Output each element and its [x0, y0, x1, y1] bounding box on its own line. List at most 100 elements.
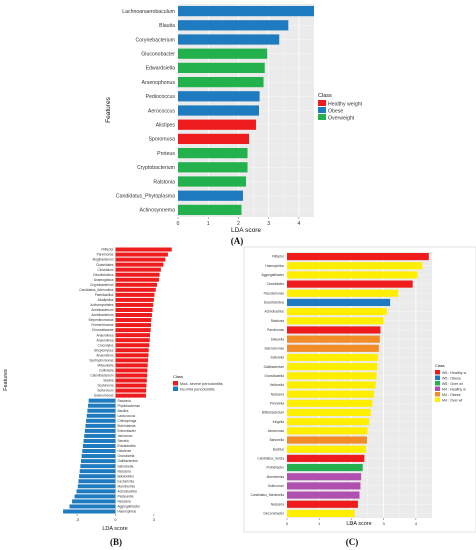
- category-label: Filifactor: [272, 255, 285, 259]
- bar: [115, 383, 147, 388]
- category-label: Alistipes: [156, 123, 176, 129]
- category-label: Clostridium: [98, 268, 114, 272]
- category-label: Mogibacterium: [93, 258, 114, 262]
- category-label: Aerococcus: [148, 108, 176, 114]
- bar: [178, 119, 256, 130]
- bar: [287, 317, 384, 325]
- bar: [287, 271, 418, 279]
- category-label: Actinosynnema: [140, 208, 176, 214]
- bar: [115, 302, 154, 307]
- bar: [287, 262, 423, 270]
- x-tick-label: 3: [153, 517, 156, 522]
- category-label: Ralstonia: [153, 179, 175, 185]
- bar: [80, 464, 116, 469]
- bar: [287, 427, 368, 435]
- legend-entry: M4 : Healthy w: [442, 387, 466, 391]
- bar: [115, 277, 159, 282]
- category-label: Blautia: [159, 23, 175, 29]
- category-label: Serratia: [118, 439, 129, 443]
- bar: [178, 91, 260, 102]
- bar: [115, 388, 147, 393]
- bar: [79, 469, 116, 474]
- category-label: Cryptobacterium: [137, 165, 175, 171]
- bar: [115, 257, 166, 262]
- bar: [178, 62, 265, 74]
- bar: [69, 504, 116, 509]
- x-tick-label: 3: [383, 521, 386, 526]
- x-tick-label: 2: [237, 221, 240, 227]
- category-label: Arsenophonus: [142, 80, 176, 86]
- category-label: Scytonema: [98, 384, 114, 388]
- bar: [84, 428, 116, 433]
- category-label: Proteus: [157, 151, 175, 157]
- category-label: Haloferax: [118, 449, 132, 453]
- category-label: Sulfurovum: [268, 484, 284, 488]
- category-label: Crocodylus: [98, 343, 114, 347]
- bar: [88, 398, 116, 403]
- category-label: Gluconobacter: [141, 52, 175, 58]
- bar: [287, 381, 376, 389]
- category-label: Selenomonas: [265, 346, 285, 350]
- bar: [115, 282, 158, 287]
- category-label: Actinobacillus: [118, 489, 138, 493]
- category-label: Collinsella: [99, 369, 114, 373]
- bar: [287, 509, 355, 517]
- category-label: Prevotella: [270, 401, 284, 405]
- bar: [85, 423, 116, 428]
- bar: [178, 5, 314, 17]
- category-label: Lachnoanaerobaculum: [122, 9, 175, 15]
- category-label: Bacillus: [118, 409, 129, 413]
- bar: [287, 372, 377, 380]
- category-label: Corynebacterium: [136, 37, 176, 43]
- x-axis-label: LDA score: [231, 227, 261, 234]
- category-label: Ralstonia: [118, 399, 132, 403]
- bar: [178, 190, 243, 201]
- category-label: Paenibacillus: [95, 293, 114, 297]
- bar: [287, 253, 429, 261]
- category-label: Anaeroglobus: [94, 278, 114, 282]
- bar: [86, 413, 116, 418]
- category-label: Neisseria: [271, 502, 285, 506]
- bar: [287, 491, 360, 499]
- bar: [287, 445, 366, 453]
- category-label: Neisseria: [118, 469, 132, 473]
- category-label: Burkholderia: [118, 424, 136, 428]
- category-label: Neisseria: [118, 500, 132, 504]
- category-label: Clostridiales: [96, 263, 114, 267]
- legend-swatch: [435, 397, 440, 402]
- bar: [287, 436, 367, 444]
- category-label: Kingella: [273, 420, 285, 424]
- legend-entry: Overweight: [328, 115, 355, 121]
- bar: [115, 363, 148, 368]
- bar: [78, 479, 116, 484]
- category-label: Granulicatella: [265, 374, 285, 378]
- category-label: Neisseria: [271, 392, 285, 396]
- bar: [178, 176, 246, 187]
- x-tick-label: 0: [177, 221, 180, 227]
- legend-swatch: [435, 370, 440, 375]
- category-label: Granulicella: [118, 454, 135, 458]
- bar: [115, 297, 154, 302]
- bar: [178, 34, 280, 45]
- bar: [115, 378, 147, 383]
- category-label: Anaerolinea: [96, 333, 113, 337]
- bar: [178, 204, 242, 216]
- bar: [115, 307, 153, 312]
- category-label: Actinomycetales: [90, 303, 114, 307]
- category-label: Parvimonas: [97, 253, 114, 257]
- x-tick-label: -3: [75, 517, 79, 522]
- bar: [115, 318, 152, 323]
- bar: [82, 449, 116, 454]
- bar: [115, 353, 149, 358]
- legend-entry: W5 : Obese: [442, 376, 461, 380]
- x-axis-label: LDA score: [346, 521, 371, 527]
- category-label: Escherichia: [118, 479, 135, 483]
- category-label: Salmonella: [118, 464, 134, 468]
- category-label: Bacillus: [273, 447, 284, 451]
- bar: [115, 368, 148, 373]
- category-label: Bifidobacterium: [262, 411, 284, 415]
- chart-panel-1: Lachnoanaerobaculum Blautia Corynebacteriu…: [105, 4, 363, 246]
- category-label: Desulfobulbus: [93, 273, 114, 277]
- legend-title: Class: [435, 364, 445, 368]
- bar: [115, 343, 150, 348]
